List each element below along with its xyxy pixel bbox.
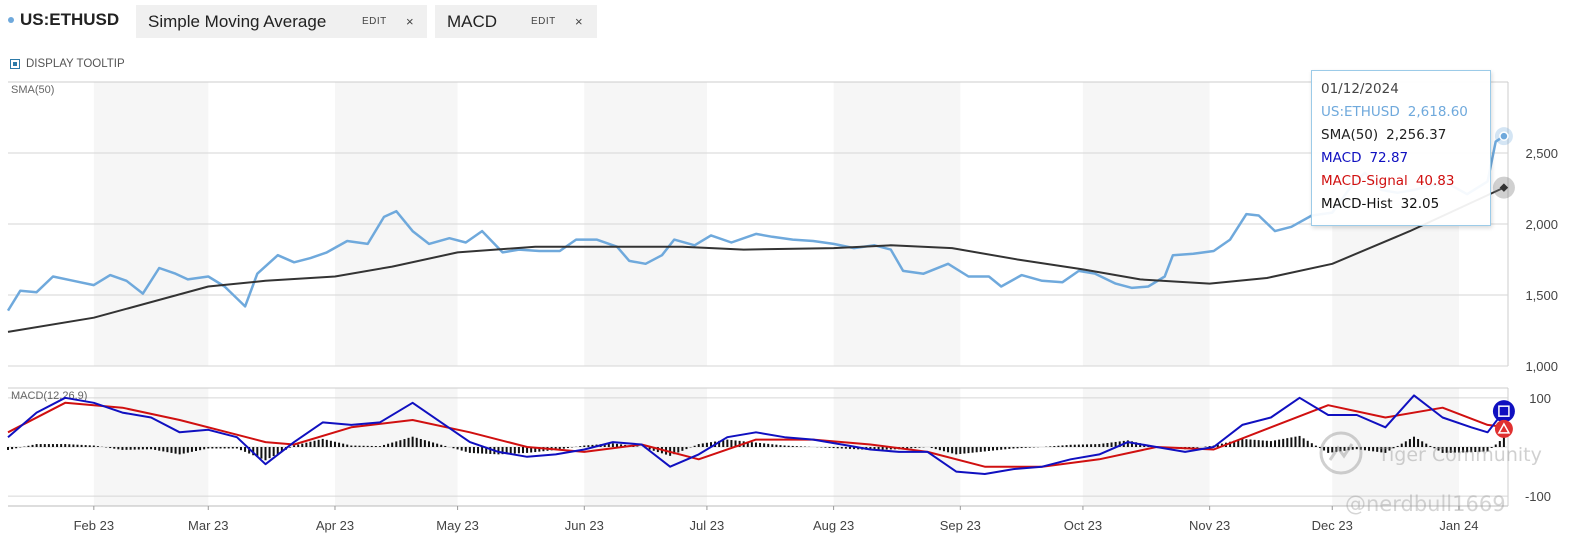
macd-y-tick-label: -100: [1525, 489, 1551, 504]
last-value-markers: [1492, 127, 1515, 438]
macd-last-halo: [1492, 400, 1515, 423]
x-tick-label: Dec 23: [1312, 518, 1353, 533]
tooltip-row-sma: SMA(50) 2,256.37: [1321, 127, 1490, 150]
price-last-point: [1499, 131, 1509, 141]
price-panel-title: SMA(50): [11, 84, 54, 96]
edit-indicator-button[interactable]: EDIT: [362, 16, 387, 27]
x-tick-label: Feb 23: [74, 518, 114, 533]
x-tick-label: Jan 24: [1439, 518, 1478, 533]
tooltip-date: 01/12/2024: [1321, 81, 1399, 97]
x-tick-label: May 23: [436, 518, 479, 533]
symbol-label: US:ETHUSD: [20, 10, 120, 29]
macd-histogram: [7, 435, 1505, 461]
price-y-tick-label: 2,000: [1525, 217, 1558, 232]
series-lines: [6, 135, 1505, 475]
tooltip-row-hist: MACD-Hist 32.05: [1321, 196, 1490, 219]
indicator-chip-macd: MACD EDIT ×: [435, 5, 597, 38]
signal-line: [7, 401, 1505, 468]
tooltip-value: 40.83: [1415, 173, 1455, 189]
tooltip-value: 32.05: [1400, 196, 1440, 212]
price-y-tick-label: 1,000: [1525, 359, 1558, 374]
price-y-tick-label: 2,500: [1525, 146, 1558, 161]
macd-last-point: [1498, 405, 1510, 417]
display-tooltip-label: DISPLAY TOOLTIP: [26, 58, 125, 70]
indicator-name: MACD: [447, 11, 498, 31]
price-line: [6, 135, 1505, 312]
remove-indicator-button[interactable]: ×: [575, 14, 583, 29]
tooltip-label: MACD-Hist: [1321, 196, 1393, 212]
grid-lines: [8, 81, 1509, 507]
tooltip-value: 72.87: [1369, 150, 1409, 166]
watermark-brand: Tiger Community: [1378, 444, 1542, 466]
checkbox-icon[interactable]: [10, 59, 20, 69]
tooltip-label: US:ETHUSD: [1321, 104, 1400, 120]
display-tooltip-toggle[interactable]: DISPLAY TOOLTIP: [10, 58, 125, 70]
x-tick-label: Jun 23: [565, 518, 604, 533]
x-tick-label: Nov 23: [1189, 518, 1230, 533]
y-axis-ticks: 1,000 1,500 2,000 2,500 100 -100: [1525, 146, 1558, 504]
x-axis-ticks: Feb 23 Mar 23 Apr 23 May 23 Jun 23 Jul 23 Aug …: [74, 506, 1478, 533]
x-tick-label: Apr 23: [316, 518, 354, 533]
tooltip-row-macd: MACD 72.87: [1321, 150, 1490, 173]
tooltip-row-price: US:ETHUSD 2,618.60: [1321, 104, 1490, 127]
symbol-chip[interactable]: US:ETHUSD: [8, 10, 119, 30]
x-tick-label: Aug 23: [813, 518, 854, 533]
tiger-logo-icon: [1318, 430, 1364, 476]
series-color-dot: [8, 17, 14, 23]
x-tick-label: Mar 23: [188, 518, 228, 533]
x-tick-label: Jul 23: [690, 518, 725, 533]
indicator-name: Simple Moving Average: [148, 11, 327, 31]
tooltip-label: SMA(50): [1321, 127, 1379, 143]
remove-indicator-button[interactable]: ×: [406, 14, 414, 29]
tooltip-label: MACD-Signal: [1321, 173, 1408, 189]
tooltip-value: 2,618.60: [1407, 104, 1468, 120]
edit-indicator-button[interactable]: EDIT: [531, 16, 556, 27]
tooltip-row-signal: MACD-Signal 40.83: [1321, 173, 1490, 196]
tooltip-label: MACD: [1321, 150, 1362, 166]
data-tooltip: 01/12/2024 US:ETHUSD 2,618.60 SMA(50) 2,25…: [1311, 70, 1491, 226]
sma-line: [7, 186, 1505, 333]
x-tick-label: Oct 23: [1064, 518, 1102, 533]
macd-y-tick-label: 100: [1529, 391, 1551, 406]
x-tick-label: Sep 23: [940, 518, 981, 533]
macd-line: [7, 394, 1505, 475]
indicator-toolbar: US:ETHUSD Simple Moving Average EDIT × M…: [0, 0, 1569, 44]
price-y-tick-label: 1,500: [1525, 288, 1558, 303]
signal-last-point: [1497, 422, 1511, 434]
watermark-handle: @nerdbull1669: [1345, 492, 1506, 516]
indicator-chip-sma: Simple Moving Average EDIT ×: [136, 5, 427, 38]
tooltip-value: 2,256.37: [1386, 127, 1447, 143]
